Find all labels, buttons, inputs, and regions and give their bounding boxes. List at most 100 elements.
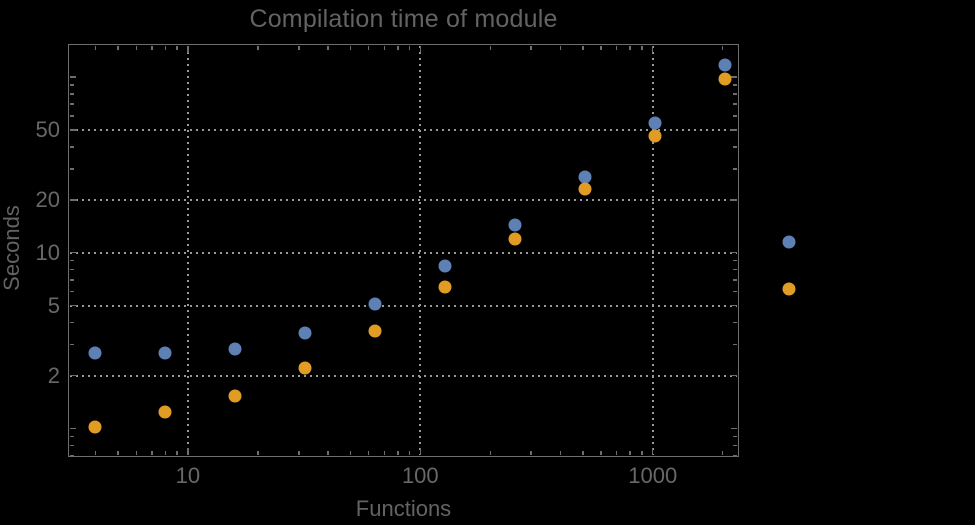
y-tick (70, 259, 74, 262)
data-point-series-2-orange (508, 232, 522, 246)
data-point-series-2-orange (438, 280, 452, 294)
x-tick (367, 46, 370, 50)
x-tick (397, 46, 399, 50)
x-tick (117, 46, 119, 50)
data-point-series-1-blue (438, 259, 452, 273)
y-tick (731, 427, 737, 430)
x-gridline (651, 46, 654, 455)
x-tick (721, 46, 724, 50)
y-tick (70, 279, 74, 281)
y-tick (70, 199, 77, 201)
y-tick (730, 374, 737, 377)
y-tick (733, 435, 737, 438)
y-tick (70, 444, 74, 447)
y-tick (731, 76, 737, 78)
x-tick (530, 46, 532, 50)
y-tick (70, 84, 74, 86)
y-gridline (70, 198, 737, 201)
x-tick (94, 46, 97, 50)
y-tick (733, 259, 737, 262)
data-point-series-1-blue (88, 346, 102, 360)
x-tick (367, 451, 370, 455)
data-point-series-2-orange (158, 405, 172, 419)
data-point-series-1-blue (158, 346, 172, 360)
y-tick (70, 321, 74, 324)
x-tick (651, 448, 654, 455)
x-tick (582, 451, 584, 455)
y-tick (733, 321, 737, 324)
plot-area (68, 44, 739, 457)
x-tick (489, 46, 492, 50)
legend-marker-series-2-orange (782, 282, 796, 296)
x-tick (408, 451, 411, 455)
y-tick (70, 454, 74, 457)
y-tick (733, 84, 737, 86)
x-tick (383, 451, 386, 455)
y-tick (733, 290, 737, 293)
x-tick (651, 46, 654, 53)
data-point-series-1-blue (648, 116, 662, 130)
x-tick (298, 46, 300, 50)
x-tick (530, 451, 532, 455)
y-tick (70, 435, 74, 438)
y-tick (70, 146, 74, 148)
data-point-series-1-blue (368, 297, 382, 311)
x-tick (582, 46, 584, 50)
x-tick-label: 100 (401, 463, 439, 488)
x-tick (383, 46, 386, 50)
x-tick (298, 451, 300, 455)
data-point-series-1-blue (298, 326, 312, 340)
y-tick (730, 129, 737, 131)
y-tick (730, 199, 737, 201)
y-tick (733, 454, 737, 457)
y-tick (730, 251, 737, 254)
data-point-series-1-blue (228, 342, 242, 356)
x-gridline (419, 46, 422, 455)
y-tick (70, 251, 77, 254)
x-tick (349, 451, 352, 455)
data-point-series-1-blue (578, 170, 592, 184)
x-tick (629, 451, 631, 455)
y-tick (733, 268, 737, 271)
y-tick (733, 146, 737, 148)
chart-title: Compilation time of module (249, 5, 558, 33)
x-tick (419, 46, 422, 53)
data-point-series-1-blue (718, 58, 732, 72)
x-tick (641, 46, 643, 50)
y-tick (733, 444, 737, 447)
y-tick (70, 343, 74, 346)
x-tick (559, 46, 561, 50)
y-tick (70, 129, 77, 131)
y-tick-label: 5 (47, 292, 60, 318)
x-tick (349, 46, 352, 50)
x-tick (151, 451, 153, 455)
y-tick (70, 103, 74, 105)
x-tick (151, 46, 153, 50)
data-point-series-2-orange (298, 361, 312, 375)
data-point-series-2-orange (368, 324, 382, 338)
y-tick-label: 50 (35, 116, 60, 142)
x-tick (397, 451, 399, 455)
x-tick (176, 46, 178, 50)
x-tick (94, 451, 97, 455)
x-tick-label: 1000 (628, 463, 678, 488)
x-tick (408, 46, 411, 50)
y-tick (70, 93, 74, 95)
y-tick (70, 427, 76, 430)
y-gridline (70, 128, 737, 131)
y-gridline (70, 251, 737, 254)
y-tick (70, 374, 77, 377)
x-tick (164, 451, 167, 455)
x-tick (135, 451, 138, 455)
x-tick (629, 46, 631, 50)
x-tick (135, 46, 138, 50)
y-gridline (70, 304, 737, 307)
legend-marker-series-1-blue (782, 235, 796, 249)
y-tick-label: 20 (35, 186, 60, 212)
x-tick (419, 448, 422, 455)
x-tick (117, 451, 119, 455)
y-gridline (70, 374, 737, 377)
x-tick (615, 451, 618, 455)
y-tick (70, 168, 74, 170)
